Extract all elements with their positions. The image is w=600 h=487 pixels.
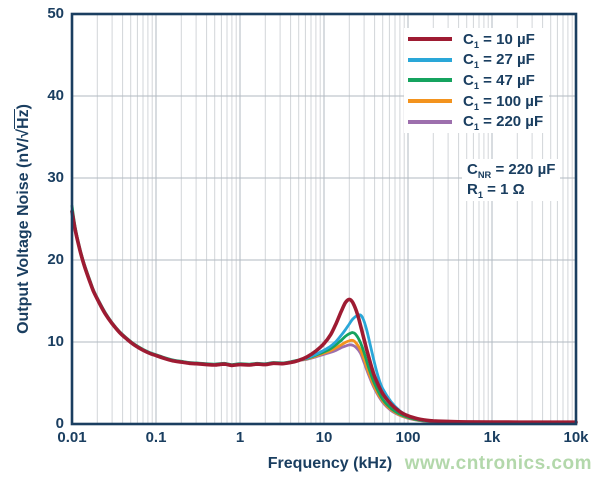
legend-item-label: C1 = 220 µF bbox=[463, 113, 544, 133]
legend-item-label: C1 = 100 µF bbox=[463, 92, 544, 112]
legend-line-swatch bbox=[408, 37, 452, 42]
annotation-line-cnr: CNR = 220 µF bbox=[467, 161, 556, 180]
legend-item: C1 = 100 µF bbox=[408, 91, 543, 112]
y-tick-label: 20 bbox=[47, 251, 64, 268]
legend: C1 = 10 µF C1 = 27 µF C1 = 47 µF C1 = 100 µ… bbox=[404, 28, 550, 133]
y-axis-title: Output Voltage Noise (nV/√Hz) bbox=[14, 99, 33, 339]
legend-item: C1 = 27 µF bbox=[408, 50, 543, 71]
x-tick-label: 100 bbox=[395, 429, 421, 446]
x-tick-label: 10k bbox=[563, 429, 589, 446]
x-tick-label: 0.1 bbox=[145, 429, 167, 446]
series-curve bbox=[70, 209, 578, 425]
legend-line-swatch bbox=[408, 119, 452, 124]
y-tick-label: 30 bbox=[47, 169, 64, 186]
y-tick-label: 0 bbox=[55, 415, 64, 432]
legend-item: C1 = 47 µF bbox=[408, 70, 543, 91]
legend-item-label: C1 = 10 µF bbox=[463, 30, 535, 50]
y-axis-title-prefix: Output Voltage Noise (nV/√ bbox=[15, 128, 32, 334]
watermark: www.cntronics.com bbox=[404, 453, 592, 474]
plot-frame bbox=[70, 12, 578, 426]
y-tick-label: 40 bbox=[47, 87, 64, 104]
legend-item-label: C1 = 47 µF bbox=[463, 71, 535, 91]
x-tick-label: 10 bbox=[315, 429, 333, 446]
y-axis-title-radicand: Hz bbox=[14, 109, 32, 129]
y-axis-title-suffix: ) bbox=[15, 104, 32, 110]
y-tick-label: 10 bbox=[47, 333, 64, 350]
legend-line-swatch bbox=[408, 57, 452, 62]
annotation-line-r1: R1 = 1 Ω bbox=[467, 181, 525, 200]
x-axis-title: Frequency (kHz) bbox=[267, 455, 393, 472]
legend-item-label: C1 = 27 µF bbox=[463, 51, 535, 71]
x-tick-label: 1k bbox=[483, 429, 501, 446]
conditions-annotation: CNR = 220 µF R1 = 1 Ω bbox=[462, 159, 561, 201]
y-tick-label: 50 bbox=[47, 5, 64, 22]
legend-line-swatch bbox=[408, 78, 452, 83]
legend-line-swatch bbox=[408, 99, 452, 104]
x-tick-label: 1 bbox=[235, 429, 245, 446]
legend-item: C1 = 10 µF bbox=[408, 29, 543, 50]
legend-item: C1 = 220 µF bbox=[408, 111, 543, 132]
x-tick-label: 0.01 bbox=[57, 429, 87, 446]
